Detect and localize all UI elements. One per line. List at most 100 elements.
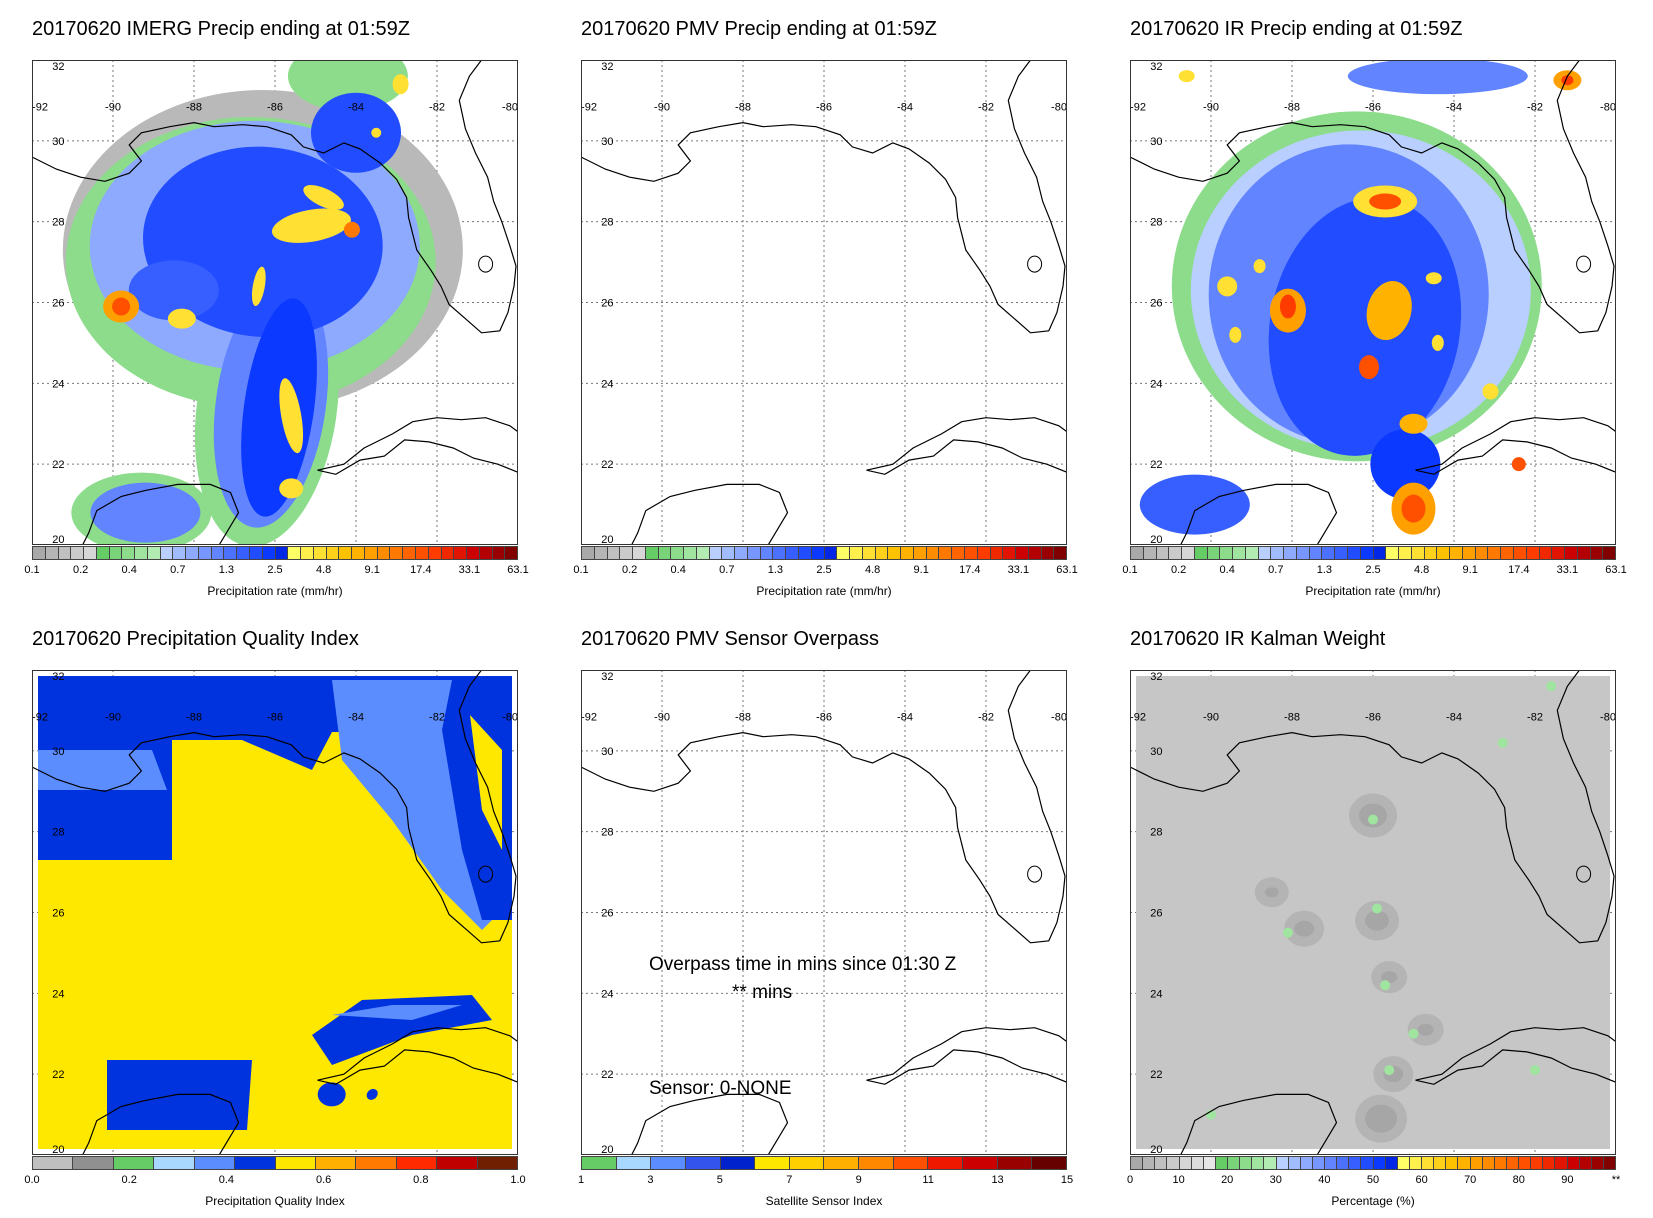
lat-label: 22	[601, 459, 613, 471]
colorbar-swatch	[1526, 547, 1540, 559]
lon-label: -86	[1365, 712, 1381, 724]
colorbar-tick-label: 0.4	[670, 564, 686, 576]
colorbar-swatch	[211, 547, 225, 559]
colorbar-tick-label: 0.2	[121, 1174, 137, 1186]
colorbar	[581, 1156, 1067, 1170]
colorbar-tick-label: 1.3	[218, 564, 235, 576]
panel-title: 20170620 Precipitation Quality Index	[32, 628, 359, 650]
colorbar	[32, 1156, 518, 1170]
lat-label: 32	[601, 671, 613, 683]
colorbar-swatch	[301, 547, 314, 559]
lat-label: 20	[601, 534, 613, 545]
colorbar-swatch	[824, 1157, 860, 1169]
lat-label: 20	[52, 1144, 64, 1155]
colorbar-unit: Precipitation rate (mm/hr)	[756, 584, 892, 598]
colorbar-swatch	[977, 547, 991, 559]
colorbar-swatch	[1506, 1157, 1519, 1169]
colorbar-tick-label: 17.4	[959, 564, 981, 576]
axis-labels: -92 -90 -88 -86 -84 -82 -80 32 30 28 26 24 22 20	[32, 61, 518, 545]
lat-label: 24	[601, 988, 613, 1000]
colorbar-unit: Precipitation rate (mm/hr)	[207, 584, 343, 598]
colorbar-swatch	[1207, 547, 1221, 559]
lat-label: 20	[1150, 1144, 1162, 1155]
colorbar-swatch	[1309, 547, 1323, 559]
colorbar-swatch	[313, 547, 327, 559]
colorbar-labels: 0 10 20 30 40 50 60 70 80 90 **	[1127, 1174, 1620, 1188]
coastline	[32, 60, 518, 545]
lon-label: -82	[1527, 712, 1543, 724]
colorbar-swatch	[952, 547, 965, 559]
colorbar-swatch	[1264, 1157, 1277, 1169]
colorbar-swatch	[441, 547, 455, 559]
colorbar-swatch	[1450, 547, 1463, 559]
colorbar-tick-label: 33.1	[458, 564, 481, 576]
colorbar-tick-label: 10	[1172, 1174, 1185, 1186]
colorbar-swatch	[454, 547, 468, 559]
panel-pmv-precip: 20170620 PMV Precip ending at 01:59Z -92…	[573, 18, 1101, 608]
colorbar-swatch	[326, 547, 340, 559]
colorbar-swatch	[685, 1157, 721, 1169]
colorbar-labels: 0.1 0.2 0.4 0.7 1.3 2.5 4.8 9.1 17.4 33.1 63.1	[1122, 564, 1626, 578]
colorbar-tick-label: 9	[855, 1174, 862, 1186]
lon-label: -86	[1365, 102, 1381, 114]
colorbar-swatch	[633, 547, 646, 559]
lon-label: -86	[816, 712, 832, 724]
colorbar-swatch	[888, 547, 902, 559]
map-svg: -92 -90 -88 -86 -84 -82 -80 32 30 28 26 24 22 20	[581, 670, 1067, 1155]
colorbar-swatch	[1240, 1157, 1253, 1169]
colorbar-swatch	[113, 1157, 155, 1169]
colorbar-swatch	[1411, 547, 1425, 559]
colorbar-swatch	[964, 547, 978, 559]
colorbar-swatch	[1016, 547, 1029, 559]
colorbar-swatch	[837, 547, 851, 559]
quality-field	[38, 676, 512, 1149]
colorbar-swatch	[1567, 1157, 1580, 1169]
colorbar-tick-label: 1.3	[1316, 564, 1333, 576]
colorbar-swatch	[1590, 547, 1604, 559]
colorbar-swatch	[1252, 1157, 1265, 1169]
lat-label: 22	[52, 459, 64, 471]
colorbar-swatch	[377, 547, 391, 559]
lat-label: 22	[1150, 459, 1162, 471]
lon-label: -88	[735, 712, 751, 724]
colorbar-swatch	[1434, 1157, 1447, 1169]
colorbar-swatch	[1143, 547, 1157, 559]
coastline	[1130, 670, 1616, 1155]
lat-label: 20	[1150, 534, 1162, 545]
colorbar-swatch	[1054, 547, 1067, 559]
colorbar-swatch	[760, 547, 774, 559]
colorbar-swatch	[479, 547, 493, 559]
lon-label: -90	[654, 712, 670, 724]
map-svg: -92 -90 -88 -86 -84 -82 -80 32 30 28 26 24 22 20	[1130, 670, 1616, 1155]
lat-label: 24	[52, 378, 64, 390]
lat-label: 28	[601, 827, 613, 839]
colorbar-swatch	[403, 547, 416, 559]
colorbar-swatch	[315, 1157, 357, 1169]
colorbar-swatch	[607, 547, 621, 559]
colorbar-swatch	[1577, 547, 1591, 559]
lat-label: 30	[52, 746, 64, 758]
lat-label: 26	[1150, 298, 1162, 310]
colorbar-swatch	[913, 547, 927, 559]
colorbar-swatch	[1155, 1157, 1168, 1169]
colorbar-tick-label: 63.1	[1056, 564, 1078, 576]
lon-label: -80	[502, 102, 518, 114]
sensor-label: Sensor: 0-NONE	[649, 1078, 792, 1099]
lat-label: 30	[1150, 746, 1162, 758]
lon-label: -80	[1051, 102, 1067, 114]
lon-label: -88	[186, 102, 202, 114]
lat-label: 32	[1150, 61, 1162, 73]
colorbar-swatch	[1284, 547, 1297, 559]
colorbar-swatch	[1276, 1157, 1289, 1169]
colorbar-tick-label: 1	[577, 1174, 585, 1186]
colorbar-labels: 0.0 0.2 0.4 0.6 0.8 1.0	[24, 1174, 525, 1188]
colorbar-tick-label: 60	[1415, 1174, 1428, 1186]
lat-label: 22	[1150, 1069, 1162, 1081]
colorbar-swatch	[194, 1157, 236, 1169]
colorbar-swatch	[1603, 547, 1616, 559]
lon-label: -88	[1284, 102, 1300, 114]
lon-label: -86	[267, 712, 283, 724]
map-svg: -92 -90 -88 -86 -84 -82 -80 32 30 28 26 24 22 20	[32, 60, 518, 545]
lon-label: -80	[1600, 712, 1616, 724]
lat-label: 26	[1150, 908, 1162, 920]
